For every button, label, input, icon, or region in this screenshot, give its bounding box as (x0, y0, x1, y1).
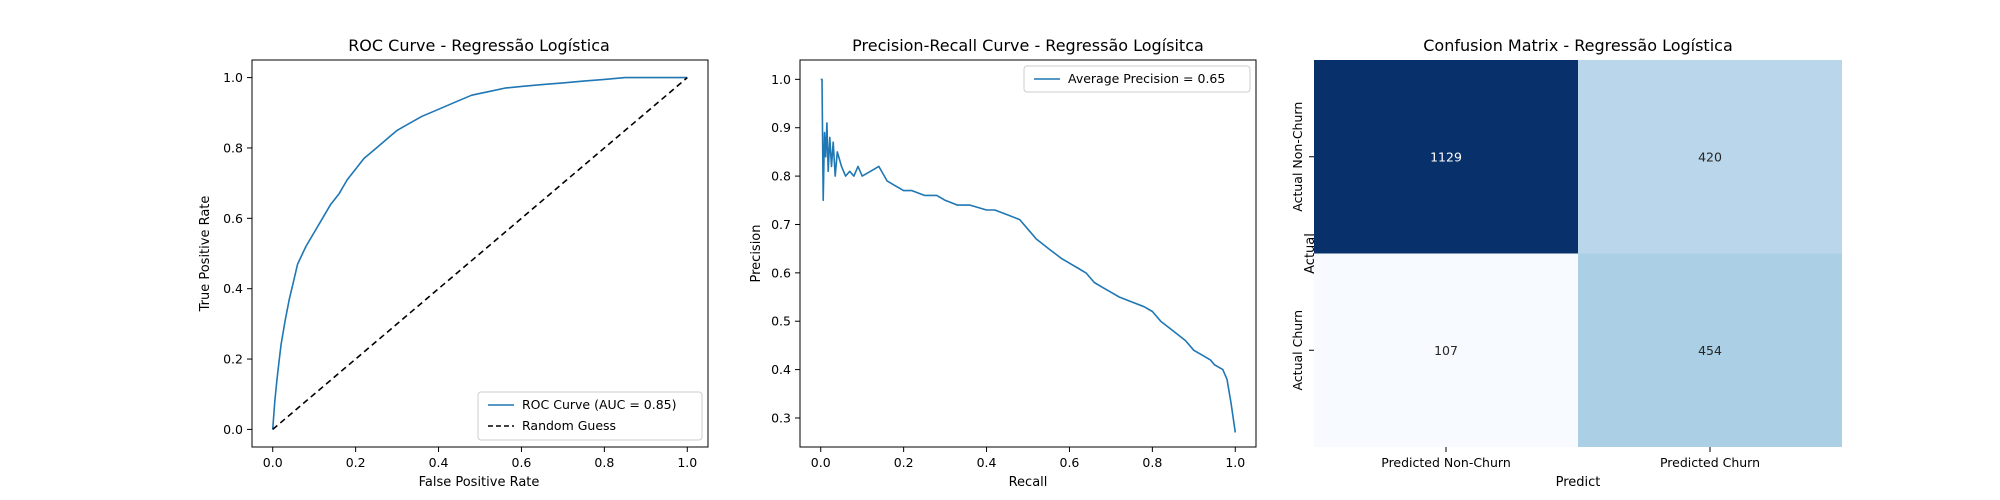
pr-y-tick-label: 0.3 (771, 410, 791, 425)
pr-legend-label: Average Precision = 0.65 (1068, 71, 1225, 86)
pr-y-tick-label: 0.7 (771, 217, 791, 232)
pr-x-tick-label: 0.0 (811, 455, 831, 470)
pr-x-axis-label: Recall (1009, 475, 1048, 490)
cm-title: Confusion Matrix - Regressão Logística (1423, 36, 1733, 55)
pr-y-tick-label: 0.4 (771, 362, 791, 377)
pr-y-tick-label: 1.0 (771, 72, 791, 87)
pr-legend: Average Precision = 0.65 (1023, 65, 1251, 93)
pr-legend-box (1023, 65, 1251, 93)
cm-cell-value: 420 (1698, 149, 1722, 164)
pr-y-axis-label: Precision (749, 224, 764, 282)
cm-y-ticks: Actual Non-Churn Actual Churn (1290, 102, 1314, 391)
cm-cell-value: 1129 (1430, 149, 1462, 164)
pr-axes-frame (799, 59, 1257, 448)
pr-y-ticks: 0.3 0.4 0.5 0.6 0.7 0.8 0.9 1.0 (771, 72, 800, 425)
pr-panel: Precision-Recall Curve - Regressão Logís… (749, 36, 1257, 490)
pr-y-tick-label: 0.5 (771, 314, 791, 329)
cm-cell-value: 107 (1434, 343, 1458, 358)
pr-x-tick-label: 1.0 (1225, 455, 1245, 470)
cm-cells: 1129 420 107 454 (1314, 60, 1842, 447)
cm-y-tick-label: Actual Non-Churn (1290, 102, 1305, 212)
cm-cell (1314, 60, 1578, 254)
roc-x-tick-label: 0.0 (263, 455, 283, 470)
roc-axes-frame (251, 59, 709, 448)
roc-y-tick-label: 0.6 (223, 211, 243, 226)
cm-cell (1578, 60, 1842, 254)
cm-y-axis-label: Actual (1303, 233, 1318, 274)
roc-y-tick-label: 0.2 (223, 352, 243, 367)
cm-x-axis-label: Predict (1556, 475, 1601, 490)
roc-y-tick-label: 0.8 (223, 140, 243, 155)
pr-series-line-0 (820, 78, 1237, 433)
cm-x-ticks: Predicted Non-Churn Predicted Churn (1381, 447, 1760, 470)
roc-series-line-0 (271, 76, 688, 430)
cm-cell (1314, 253, 1578, 447)
roc-y-tick-label: 0.0 (223, 422, 243, 437)
roc-legend-label-roc: ROC Curve (AUC = 0.85) (522, 397, 677, 412)
cm-x-tick-label: Predicted Churn (1660, 455, 1760, 470)
roc-x-tick-label: 0.8 (594, 455, 614, 470)
roc-legend: ROC Curve (AUC = 0.85) Random Guess (477, 391, 703, 441)
roc-legend-box (477, 391, 703, 441)
roc-y-ticks: 0.0 0.2 0.4 0.6 0.8 1.0 (223, 70, 252, 437)
pr-x-tick-label: 0.4 (977, 455, 997, 470)
roc-series-lines (271, 76, 688, 431)
roc-x-tick-label: 0.6 (512, 455, 532, 470)
pr-series-lines (820, 78, 1237, 433)
roc-x-tick-label: 0.2 (346, 455, 366, 470)
pr-y-tick-label: 0.6 (771, 265, 791, 280)
pr-y-tick-label: 0.8 (771, 169, 791, 184)
roc-legend-label-random: Random Guess (522, 418, 616, 433)
roc-y-tick-label: 1.0 (223, 70, 243, 85)
pr-title: Precision-Recall Curve - Regressão Logís… (852, 36, 1204, 55)
roc-x-ticks: 0.0 0.2 0.4 0.6 0.8 1.0 (263, 447, 697, 470)
roc-panel: ROC Curve - Regressão Logística 0.0 0.2 0.… (198, 36, 709, 490)
cm-panel: Confusion Matrix - Regressão Logística 1… (1290, 36, 1842, 490)
cm-x-tick-label: Predicted Non-Churn (1381, 455, 1511, 470)
pr-y-tick-label: 0.9 (771, 120, 791, 135)
roc-x-tick-label: 0.4 (429, 455, 449, 470)
pr-x-tick-label: 0.8 (1142, 455, 1162, 470)
cm-cell-value: 454 (1698, 343, 1722, 358)
roc-y-axis-label: True Positive Rate (198, 196, 213, 313)
roc-title: ROC Curve - Regressão Logística (348, 36, 610, 55)
cm-y-tick-label: Actual Churn (1290, 310, 1305, 391)
pr-x-tick-label: 0.6 (1060, 455, 1080, 470)
cm-cell (1578, 253, 1842, 447)
roc-y-tick-label: 0.4 (223, 281, 243, 296)
roc-x-tick-label: 1.0 (677, 455, 697, 470)
pr-x-tick-label: 0.2 (894, 455, 914, 470)
roc-x-axis-label: False Positive Rate (419, 475, 540, 490)
roc-series-line-1 (272, 76, 688, 431)
pr-x-ticks: 0.0 0.2 0.4 0.6 0.8 1.0 (811, 447, 1245, 470)
